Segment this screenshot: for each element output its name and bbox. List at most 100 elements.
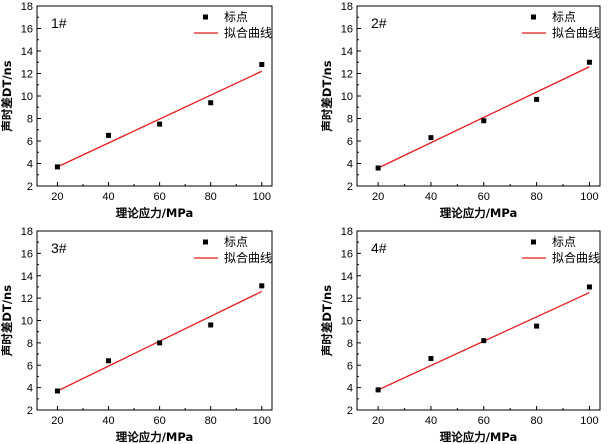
x-tick-label: 60 [478,191,490,203]
y-tick-label: 10 [341,316,353,328]
y-axis-label: 声时差DT/ns [320,60,334,132]
y-tick-label: 10 [341,91,353,103]
data-point [586,59,592,65]
x-tick-label: 80 [205,191,217,203]
y-tick-label: 18 [341,226,353,238]
y-tick-label: 6 [27,136,33,148]
data-point [534,323,540,329]
chart-panel-3: 2 4 6 8 10 12 14 16 18 20 40 60 80 100 理论应力/MPa 声时差DT/n… [0,226,273,444]
x-tick-label: 80 [530,191,542,203]
data-point [428,135,434,141]
y-tick-label: 4 [347,383,353,395]
data-point [208,322,214,328]
legend-label-fit: 拟合曲线 [224,25,272,40]
y-tick-label: 18 [341,1,353,13]
legend-marker [531,239,536,245]
data-point [157,121,163,127]
legend-label-points: 标点 [552,10,576,24]
y-axis-label: 声时差DT/ns [0,285,14,357]
y-tick-label: 18 [21,1,33,13]
y-tick-label: 6 [27,360,33,372]
y-tick-label: 8 [27,338,33,350]
panel-title: 3# [51,240,67,256]
x-tick-label: 20 [51,191,63,203]
y-tick-label: 2 [347,181,353,193]
panel-title: 2# [371,15,387,31]
y-tick-label: 2 [347,405,353,417]
panel-title: 1# [51,15,67,31]
y-tick-label: 6 [347,136,353,148]
y-tick-label: 16 [341,248,353,260]
legend-label-fit: 拟合曲线 [552,250,600,265]
x-tick-label: 60 [153,415,165,427]
y-axis-label: 声时差DT/ns [0,60,14,132]
y-tick-label: 8 [347,338,353,350]
data-point [259,62,265,67]
x-tick-label: 20 [51,415,63,427]
y-tick-label: 16 [341,24,353,36]
x-tick-label: 40 [425,415,437,427]
legend-marker [203,239,208,245]
chart-panel-2: 2 4 6 8 10 12 14 16 18 20 40 60 80 100 理论应力/MPa 声时差DT/n… [320,1,601,220]
y-tick-label: 10 [21,91,33,103]
y-tick-label: 14 [341,271,353,283]
data-point [586,284,592,290]
y-tick-label: 12 [341,293,353,305]
y-tick-label: 2 [27,181,33,193]
legend-marker [203,14,208,20]
x-tick-label: 100 [253,191,271,203]
legend-label-points: 标点 [224,10,248,24]
y-tick-label: 12 [21,293,33,305]
x-tick-label: 100 [253,415,271,427]
panel-title: 4# [371,240,387,256]
data-point [208,100,214,106]
y-tick-label: 10 [21,316,33,328]
y-tick-label: 4 [27,159,33,171]
y-tick-label: 16 [21,248,33,260]
data-point [428,356,434,362]
y-tick-label: 4 [347,159,353,171]
data-point [534,96,540,102]
chart-panel-1: 2 4 6 8 10 12 14 16 18 20 40 60 80 100 理论应力/MPa 声时差DT/n… [0,1,273,220]
x-axis-label: 理论应力/MPa [440,430,518,444]
y-tick-label: 8 [27,114,33,126]
x-axis-label: 理论应力/MPa [116,206,194,220]
data-point [157,340,163,346]
data-point [54,388,60,394]
x-tick-label: 80 [530,415,542,427]
x-axis-label: 理论应力/MPa [116,430,194,444]
y-tick-label: 16 [21,24,33,36]
y-tick-label: 18 [21,226,33,238]
x-tick-label: 40 [425,191,437,203]
data-point [481,118,487,124]
y-tick-label: 14 [341,46,353,58]
x-tick-label: 40 [102,415,114,427]
y-tick-label: 2 [27,405,33,417]
x-tick-label: 60 [478,415,490,427]
x-tick-label: 100 [580,191,598,203]
data-point [54,164,60,170]
legend-label-points: 标点 [552,235,576,249]
data-point [259,283,265,289]
fit-line [377,66,590,169]
fit-line [57,70,263,168]
data-point [375,165,381,171]
data-point [106,358,112,364]
x-axis-label: 理论应力/MPa [440,206,518,220]
data-point [106,132,112,138]
y-tick-label: 12 [341,69,353,81]
x-tick-label: 40 [102,191,114,203]
x-tick-label: 60 [153,191,165,203]
y-tick-label: 12 [21,69,33,81]
y-tick-label: 14 [21,271,33,283]
x-tick-label: 20 [372,415,384,427]
y-tick-label: 6 [347,360,353,372]
chart-panel-4: 2 4 6 8 10 12 14 16 18 20 40 60 80 100 理论应力/MPa 声时差DT/n… [320,226,601,444]
y-tick-label: 4 [27,383,33,395]
x-tick-label: 20 [372,191,384,203]
x-tick-label: 80 [205,415,217,427]
legend-marker [531,14,536,20]
y-axis-label: 声时差DT/ns [320,285,334,357]
x-tick-label: 100 [580,415,598,427]
